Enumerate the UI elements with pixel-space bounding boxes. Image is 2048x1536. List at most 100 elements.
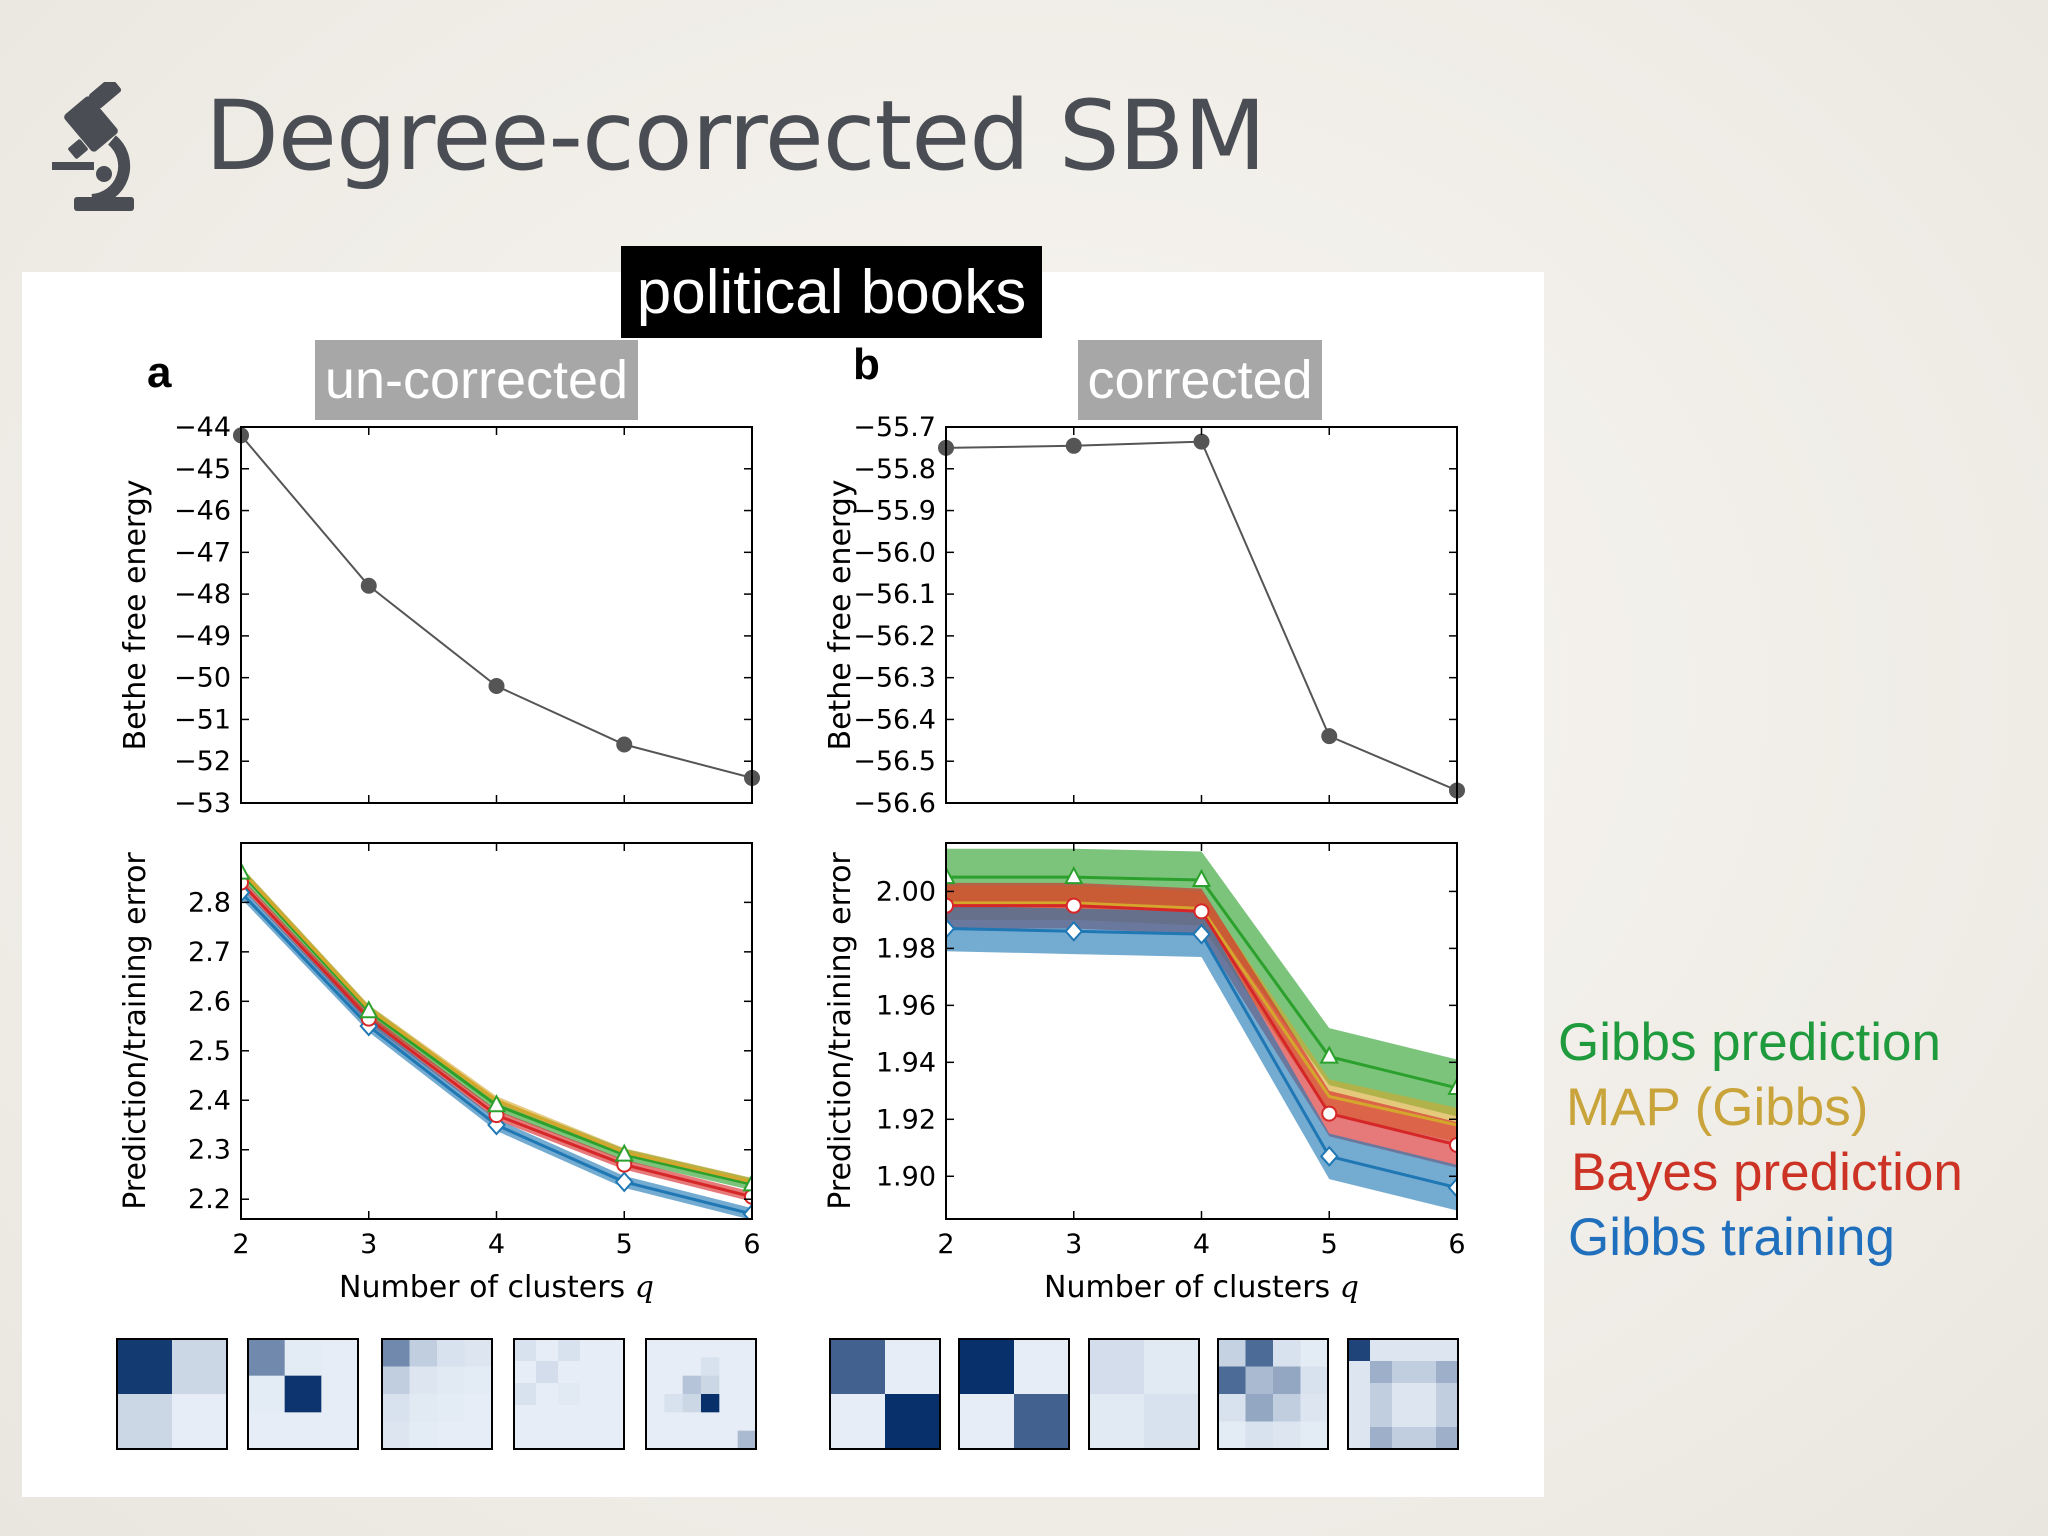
matrix-cell bbox=[719, 1357, 739, 1377]
x-tick-label: 6 bbox=[743, 1229, 760, 1260]
matrix-cell bbox=[514, 1339, 537, 1362]
matrix-cell bbox=[1392, 1383, 1415, 1406]
matrix-cell bbox=[1218, 1339, 1246, 1367]
y-tick-label: −56.4 bbox=[853, 704, 936, 735]
matrix-cell bbox=[580, 1383, 603, 1406]
matrix-cell bbox=[701, 1375, 720, 1395]
line-gibbs-prediction bbox=[241, 871, 752, 1186]
matrix-frame bbox=[513, 1338, 625, 1450]
marker-gibbs-training bbox=[1319, 1145, 1339, 1167]
matrix-thumbnail-uncorrected bbox=[247, 1338, 359, 1450]
matrix-thumbnail-uncorrected bbox=[381, 1338, 493, 1450]
matrix-cell bbox=[830, 1339, 886, 1395]
matrix-cell bbox=[1245, 1394, 1274, 1422]
matrix-frame bbox=[645, 1338, 757, 1450]
matrix-cell bbox=[1414, 1339, 1437, 1362]
y-axis-label: Bethe free energy bbox=[823, 479, 858, 750]
marker-gibbs-training bbox=[946, 917, 956, 939]
matrix-cell bbox=[719, 1430, 739, 1450]
matrix-cell bbox=[464, 1366, 493, 1395]
matrix-cell bbox=[701, 1357, 720, 1377]
matrix-cell bbox=[1245, 1366, 1274, 1395]
marker-gibbs-prediction bbox=[742, 1173, 752, 1192]
matrix-cell bbox=[1218, 1394, 1246, 1422]
matrix-cell bbox=[1370, 1405, 1393, 1428]
marker-bayes-prediction bbox=[1193, 903, 1210, 920]
matrix-cell bbox=[737, 1339, 757, 1358]
y-tick-label: −56.3 bbox=[853, 663, 936, 694]
matrix-cell bbox=[117, 1394, 173, 1450]
chart-b-bottom: 2 3 4 5 6 2.00 1.98 1.96 1.94 1.92 1.90 Prediction/… bbox=[823, 842, 1466, 1305]
plot-area bbox=[946, 440, 1457, 792]
matrix-frame bbox=[829, 1338, 941, 1450]
matrix-cell bbox=[1245, 1339, 1274, 1367]
matrix-cell bbox=[1348, 1427, 1371, 1450]
y-tick-label: −47 bbox=[174, 537, 231, 568]
matrix-cell bbox=[580, 1405, 603, 1428]
matrix-frame bbox=[958, 1338, 1070, 1450]
matrix-cell bbox=[580, 1339, 603, 1362]
matrix-cell bbox=[602, 1361, 625, 1384]
x-tick-label: 2 bbox=[937, 1229, 954, 1260]
y-tick-label: 1.90 bbox=[876, 1161, 936, 1192]
matrix-frame bbox=[1347, 1338, 1459, 1450]
matrix-cell bbox=[701, 1430, 720, 1450]
matrix-cell bbox=[737, 1375, 757, 1395]
x-tick-label: 3 bbox=[360, 1229, 377, 1260]
matrix-cell bbox=[664, 1357, 684, 1377]
matrix-cell bbox=[514, 1383, 537, 1406]
matrix-cell bbox=[1245, 1421, 1274, 1450]
matrix-cell bbox=[1348, 1383, 1371, 1406]
marker-gibbs-training bbox=[614, 1171, 634, 1193]
matrix-cell bbox=[514, 1361, 537, 1384]
chart-a-top: −44 −45 −46 −47 −48 −49 −50 −51 −52 −53 Bethe free… bbox=[118, 412, 760, 819]
y-tick-label: −50 bbox=[174, 663, 231, 694]
y-tick-label: −56.5 bbox=[853, 746, 936, 777]
marker-gibbs-training bbox=[1447, 1177, 1457, 1199]
x-tick-label: 2 bbox=[232, 1229, 249, 1260]
marker-gibbs-prediction bbox=[946, 866, 956, 885]
x-tick-label: 4 bbox=[1193, 1229, 1210, 1260]
matrix-cell bbox=[737, 1357, 757, 1377]
chart-a-bottom: 2 3 4 5 6 2.8 2.7 2.6 2.5 2.4 2.3 2.2 Prediction/tra… bbox=[118, 842, 761, 1305]
y-tick-label: 1.96 bbox=[876, 990, 936, 1021]
matrix-cell bbox=[1300, 1339, 1329, 1367]
marker-gibbs-prediction bbox=[1064, 866, 1084, 885]
marker-gibbs-prediction bbox=[241, 861, 251, 880]
y-tick-label: 2.4 bbox=[188, 1085, 231, 1116]
matrix-frame bbox=[116, 1338, 228, 1450]
energy-line bbox=[946, 440, 1457, 792]
matrix-frame bbox=[1217, 1338, 1329, 1450]
matrix-cell bbox=[1370, 1361, 1393, 1384]
matrix-cell bbox=[1273, 1339, 1301, 1367]
matrix-cell bbox=[1436, 1383, 1459, 1406]
energy-point bbox=[1321, 728, 1338, 745]
matrix-cell bbox=[248, 1412, 286, 1450]
matrix-cell bbox=[437, 1339, 465, 1367]
matrix-cell bbox=[1144, 1339, 1200, 1395]
matrix-cell bbox=[558, 1361, 581, 1384]
marker-gibbs-prediction bbox=[486, 1094, 507, 1113]
marker-bayes-prediction bbox=[1065, 897, 1082, 914]
legend-gibbs-training: Gibbs training bbox=[1568, 1208, 1896, 1267]
matrix-thumbnail-corrected bbox=[1217, 1338, 1329, 1450]
matrix-cell bbox=[885, 1394, 941, 1450]
legend-gibbs-prediction: Gibbs prediction bbox=[1558, 1013, 1941, 1072]
matrix-cell bbox=[1436, 1427, 1459, 1450]
chart-b-top: −55.7 −55.8 −55.9 −56.0 −56.1 −56.2 −56.3 −56.4… bbox=[823, 412, 1465, 819]
matrix-cell bbox=[1218, 1421, 1246, 1450]
marker-bayes-prediction bbox=[1321, 1105, 1338, 1122]
matrix-cell bbox=[701, 1339, 720, 1358]
y-tick-label: −53 bbox=[174, 788, 231, 819]
matrix-cell bbox=[514, 1427, 537, 1450]
matrix-cell bbox=[1014, 1339, 1070, 1395]
matrix-cell bbox=[1370, 1339, 1393, 1362]
marker-gibbs-prediction bbox=[359, 1000, 379, 1019]
x-axis-label: Number of clusters q bbox=[339, 1270, 654, 1305]
matrix-cell bbox=[646, 1357, 665, 1377]
matrix-cell bbox=[646, 1430, 665, 1450]
matrix-cell bbox=[321, 1375, 359, 1413]
matrix-cell bbox=[382, 1394, 410, 1422]
matrix-cell bbox=[464, 1394, 493, 1422]
